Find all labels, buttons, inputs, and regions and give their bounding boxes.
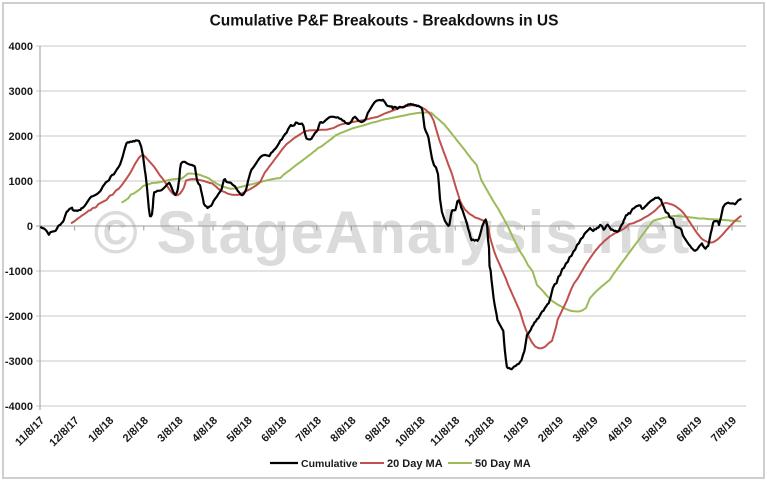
svg-text:4000: 4000 <box>9 41 33 53</box>
svg-text:20 Day MA: 20 Day MA <box>387 458 443 470</box>
svg-text:Cumulative P&F Breakouts - Bre: Cumulative P&F Breakouts - Breakdowns in… <box>210 13 559 30</box>
svg-text:2000: 2000 <box>9 131 33 143</box>
svg-text:50 Day MA: 50 Day MA <box>475 458 531 470</box>
svg-text:-3000: -3000 <box>5 356 33 368</box>
svg-text:-4000: -4000 <box>5 401 33 413</box>
svg-text:0: 0 <box>27 221 33 233</box>
svg-text:-2000: -2000 <box>5 311 33 323</box>
svg-text:© StageAnalysis.net: © StageAnalysis.net <box>94 199 691 266</box>
svg-text:-1000: -1000 <box>5 266 33 278</box>
svg-text:1000: 1000 <box>9 176 33 188</box>
svg-text:Cumulative: Cumulative <box>301 458 358 470</box>
svg-text:3000: 3000 <box>9 86 33 98</box>
